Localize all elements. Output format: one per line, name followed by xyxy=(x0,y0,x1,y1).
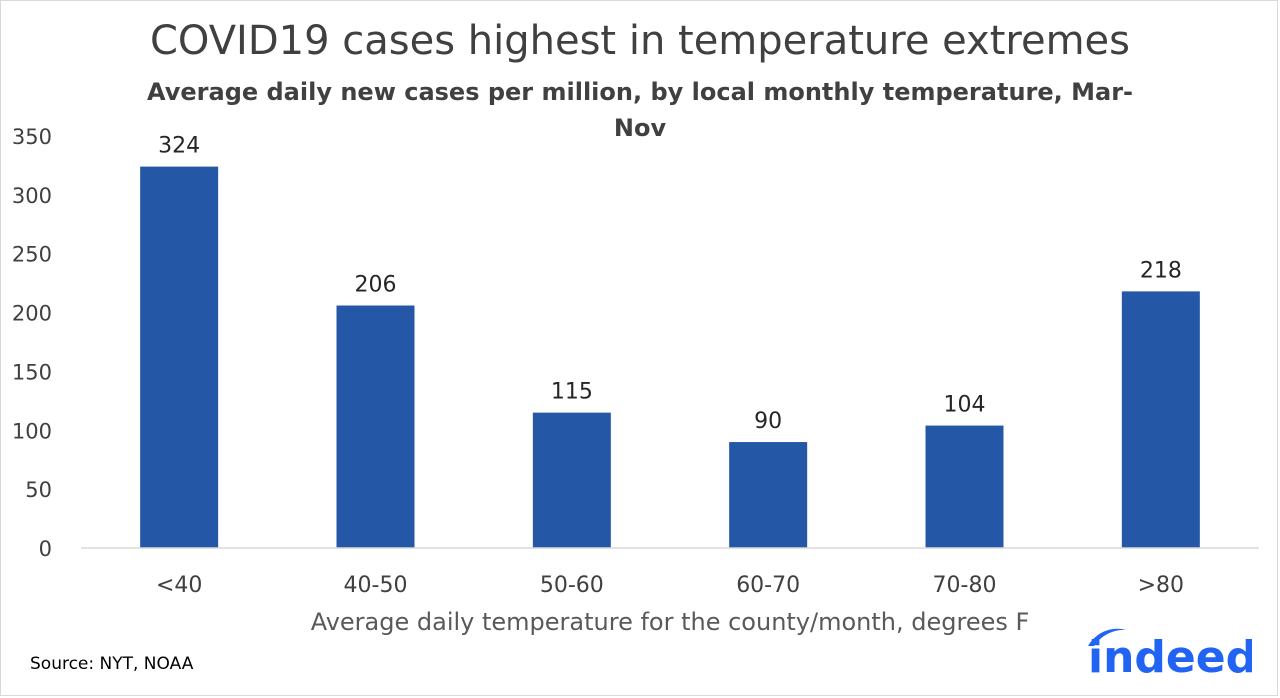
bar-data-labels: 324 206 115 90 104 218 xyxy=(158,134,1182,434)
y-axis-ticks: 0 50 100 150 200 250 300 350 xyxy=(12,125,52,561)
bar-data-label: 90 xyxy=(754,409,782,434)
x-axis-ticks: <40 40-50 50-60 60-70 70-80 >80 xyxy=(156,573,1184,598)
x-tick-label: 40-50 xyxy=(344,573,408,598)
y-tick-label: 50 xyxy=(25,478,52,502)
y-tick-label: 150 xyxy=(12,360,52,384)
x-tick-label: >80 xyxy=(1138,573,1184,598)
y-tick-label: 0 xyxy=(39,537,52,561)
indeed-logo-swoosh xyxy=(1088,628,1126,646)
bar xyxy=(140,166,219,548)
bar-data-label: 115 xyxy=(551,380,593,405)
indeed-logo: indeed xyxy=(1082,620,1257,683)
y-tick-label: 350 xyxy=(12,125,52,149)
chart-subtitle: Average daily new cases per million, by … xyxy=(147,78,1133,142)
x-tick-label: 60-70 xyxy=(736,573,800,598)
x-axis-label: Average daily temperature for the county… xyxy=(310,608,1030,636)
bar-data-label: 218 xyxy=(1140,258,1182,283)
y-tick-label: 100 xyxy=(12,419,52,443)
bar xyxy=(925,425,1004,548)
bar xyxy=(336,305,415,548)
indeed-logo-wordmark: indeed xyxy=(1088,632,1252,682)
y-tick-label: 200 xyxy=(12,302,52,326)
chart-title: COVID19 cases highest in temperature ext… xyxy=(149,18,1131,64)
x-tick-label: <40 xyxy=(156,573,202,598)
bar-data-label: 206 xyxy=(355,273,397,298)
y-tick-label: 300 xyxy=(12,184,52,208)
bars xyxy=(140,166,1200,548)
bar xyxy=(729,442,808,548)
x-tick-label: 70-80 xyxy=(933,573,997,598)
bar-data-label: 104 xyxy=(944,393,986,418)
bar-data-label: 324 xyxy=(158,134,200,159)
source-note: Source: NYT, NOAA xyxy=(30,654,194,674)
bar xyxy=(532,412,611,548)
bar xyxy=(1121,291,1200,548)
y-tick-label: 250 xyxy=(12,243,52,267)
x-tick-label: 50-60 xyxy=(540,573,604,598)
